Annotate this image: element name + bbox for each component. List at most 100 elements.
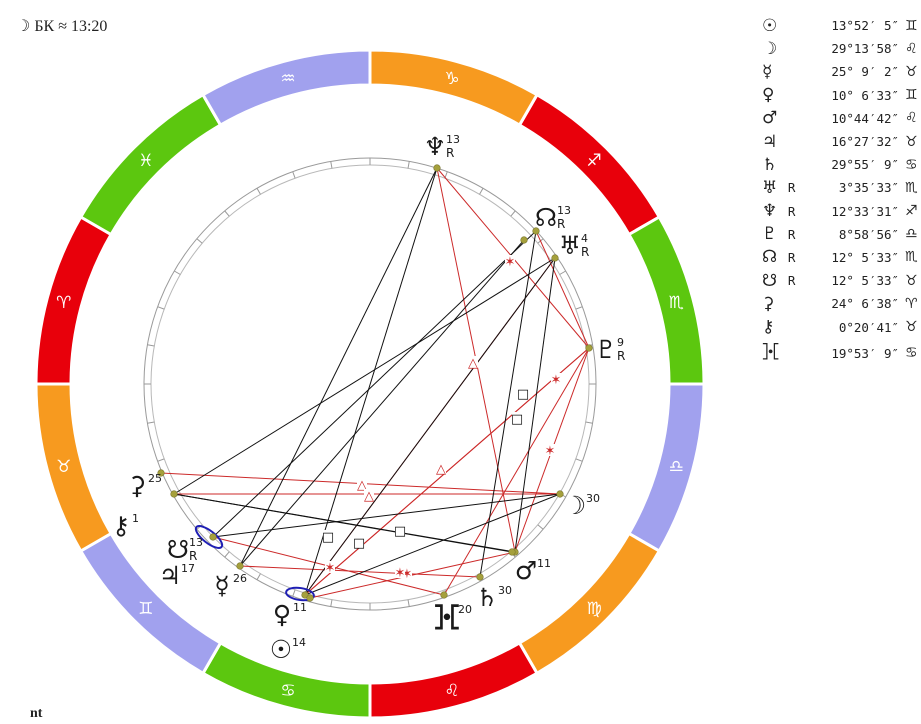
table-row-saturn: ♄ 29°55′ 9″ ♋	[762, 153, 921, 176]
sign-icon: ♉	[905, 319, 918, 336]
sign-icon: ♊	[905, 17, 918, 34]
position-value: 3°35′33″	[838, 180, 900, 196]
retrograde-flag	[788, 84, 812, 107]
proserpina-degree-label: 20	[458, 603, 472, 616]
retrograde-flag	[788, 130, 812, 153]
table-row-uranus: ♅ R 3°35′33″ ♏	[762, 176, 921, 199]
leo-sign-glyph: ♌	[444, 681, 459, 701]
chiron-icon: ⚷	[762, 317, 775, 338]
pluto-icon: ♇	[595, 335, 617, 364]
south-node-icon: ☋	[167, 535, 189, 564]
sign-icon: ♎	[905, 226, 918, 243]
scorpio-sign-glyph: ♏	[669, 293, 684, 313]
chart-glyph-saturn: ♄ 30	[476, 583, 512, 612]
sign-icon: ♌	[905, 40, 918, 57]
chart-glyph-north-node: ☊ 13R	[535, 203, 571, 232]
aspect-line-mercury-r4	[239, 239, 525, 567]
jupiter-icon: ♃	[159, 561, 181, 590]
aspect-symbol: △	[436, 462, 446, 477]
mercury-icon: ☿	[214, 571, 229, 600]
retrograde-flag	[788, 37, 812, 60]
planet-dot-north-node	[532, 227, 540, 235]
zodiac-sector-taurus	[34, 382, 114, 554]
sign-icon: ♏	[905, 249, 918, 266]
chart-glyph-jupiter: ♃ 17	[159, 561, 195, 590]
planet-glyphs: ♆ 13R☊ 13R♅ 4R♇ 9R☽ 30♂ 11♄ 30⯘20♀ 11☉ 14☿ 26♃ 17☋ 1…	[112, 132, 626, 664]
aspect-line-pluto-proserpina	[443, 347, 590, 596]
aspect-symbol: △	[364, 489, 374, 504]
aspect-symbol: △	[357, 478, 367, 493]
chart-glyph-mars: ♂ 11	[515, 556, 551, 585]
taurus-sign-glyph: ♉	[56, 457, 71, 477]
retrograde-flag	[788, 107, 812, 130]
retrograde-flag	[788, 339, 812, 368]
planet-dot-south-node	[209, 533, 217, 541]
table-row-mercury: ☿ 25° 9′ 2″ ♉	[762, 60, 921, 83]
position-value: 13°52′ 5″	[831, 18, 900, 34]
sign-icon: ♏	[905, 179, 918, 196]
aspect-symbol: □	[322, 530, 334, 545]
sagittarius-sign-glyph: ♐	[587, 151, 602, 171]
sign-icon: ♋	[905, 345, 918, 362]
pluto-icon: ♇	[762, 224, 778, 245]
position-value: 12° 5′33″	[831, 273, 900, 289]
retrograde-flag: R	[787, 226, 796, 242]
sign-icon: ♊	[905, 87, 918, 104]
planet-dot-r1	[157, 469, 165, 477]
zodiac-sector-aries	[34, 214, 114, 386]
chart-header: ☽ БК ≈ 13:20	[16, 16, 107, 36]
retrograde-flag: R	[787, 249, 796, 265]
cancer-sign-glyph: ♋	[280, 681, 295, 701]
mars-degree-label: 11	[537, 557, 551, 570]
retrograde-flag	[788, 14, 812, 37]
pisces-sign-glyph: ♓	[138, 151, 153, 171]
libra-sign-glyph: ♎	[669, 457, 684, 477]
retrograde-flag: R	[787, 180, 796, 196]
north-node-icon: ☊	[762, 247, 778, 268]
uranus-retrograde-label: R	[581, 245, 589, 259]
chart-glyph-moon: ☽ 30	[564, 491, 600, 520]
aspect-line-venus-pluto	[304, 347, 590, 596]
sign-icon: ♉	[905, 63, 918, 80]
position-value: 12°33′31″	[831, 203, 900, 219]
retrograde-flag: R	[787, 273, 796, 289]
mars-icon: ♂	[762, 108, 778, 129]
position-value: 10°44′42″	[831, 110, 900, 126]
sign-icon: ♉	[905, 133, 918, 150]
venus-icon: ♀	[273, 600, 291, 629]
south-node-icon: ☋	[762, 270, 778, 291]
aspect-line-uranus-mars	[514, 257, 556, 553]
chart-glyph-venus: ♀ 11	[273, 600, 307, 629]
aspect-symbol: △	[468, 356, 478, 371]
aries-sign-glyph: ♈	[56, 293, 71, 313]
south-node-degree-label: 13	[189, 536, 203, 549]
zodiac-sector-capricorn	[368, 48, 540, 128]
ceres-degree-label: 25	[148, 472, 162, 485]
proserpina-icon: ⯘	[762, 341, 780, 362]
planet-dot-neptune	[433, 164, 441, 172]
planet-dots	[157, 164, 593, 602]
pluto-retrograde-label: R	[617, 349, 625, 363]
ceres-icon: ⚳	[128, 471, 146, 500]
retrograde-flag	[788, 60, 812, 83]
table-row-south-node: ☋ R 12° 5′33″ ♉	[762, 269, 921, 292]
sign-icon: ♈	[905, 295, 918, 312]
planet-dot-r4	[520, 236, 528, 244]
table-row-proserpina: ⯘ 19°53′ 9″ ♋	[762, 339, 921, 368]
venus-degree-label: 11	[293, 601, 307, 614]
ceres-icon: ⚳	[762, 293, 775, 314]
aspect-line-mercury-saturn	[239, 565, 481, 578]
jupiter-icon: ♃	[762, 131, 778, 152]
header-time-text: БК ≈ 13:20	[34, 18, 108, 35]
aspect-symbol: ✶	[402, 567, 413, 582]
chart-glyph-chiron: ⚷ 1	[112, 511, 139, 540]
aspect-line-r2-mars	[309, 551, 516, 599]
position-value: 29°55′ 9″	[831, 157, 900, 173]
planet-dot-proserpina	[440, 591, 448, 599]
planet-dot-r3	[508, 548, 516, 556]
aspect-symbol: ✶	[325, 561, 336, 576]
north-node-retrograde-label: R	[557, 217, 565, 231]
retrograde-flag	[788, 315, 812, 338]
venus-icon: ♀	[762, 85, 775, 106]
